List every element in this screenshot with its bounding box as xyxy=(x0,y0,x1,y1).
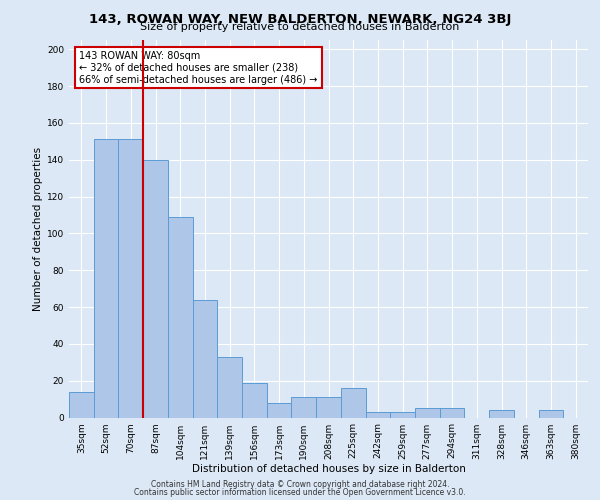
Bar xyxy=(292,397,316,417)
Bar xyxy=(118,140,143,417)
Text: 143, ROWAN WAY, NEW BALDERTON, NEWARK, NG24 3BJ: 143, ROWAN WAY, NEW BALDERTON, NEWARK, N… xyxy=(89,12,511,26)
Text: Contains HM Land Registry data © Crown copyright and database right 2024.: Contains HM Land Registry data © Crown c… xyxy=(151,480,449,489)
X-axis label: Distribution of detached houses by size in Balderton: Distribution of detached houses by size … xyxy=(191,464,466,474)
Bar xyxy=(143,160,168,418)
Bar xyxy=(440,408,464,418)
Y-axis label: Number of detached properties: Number of detached properties xyxy=(33,146,43,311)
Bar xyxy=(267,403,292,417)
Bar xyxy=(341,388,365,418)
Bar xyxy=(415,408,440,418)
Bar xyxy=(217,356,242,418)
Bar xyxy=(539,410,563,418)
Bar xyxy=(365,412,390,418)
Bar xyxy=(69,392,94,417)
Bar xyxy=(193,300,217,418)
Bar xyxy=(242,382,267,418)
Text: Size of property relative to detached houses in Balderton: Size of property relative to detached ho… xyxy=(140,22,460,32)
Bar xyxy=(316,397,341,417)
Bar xyxy=(489,410,514,418)
Bar xyxy=(94,140,118,417)
Bar xyxy=(168,217,193,418)
Bar xyxy=(390,412,415,418)
Text: 143 ROWAN WAY: 80sqm
← 32% of detached houses are smaller (238)
66% of semi-deta: 143 ROWAN WAY: 80sqm ← 32% of detached h… xyxy=(79,52,318,84)
Text: Contains public sector information licensed under the Open Government Licence v3: Contains public sector information licen… xyxy=(134,488,466,497)
